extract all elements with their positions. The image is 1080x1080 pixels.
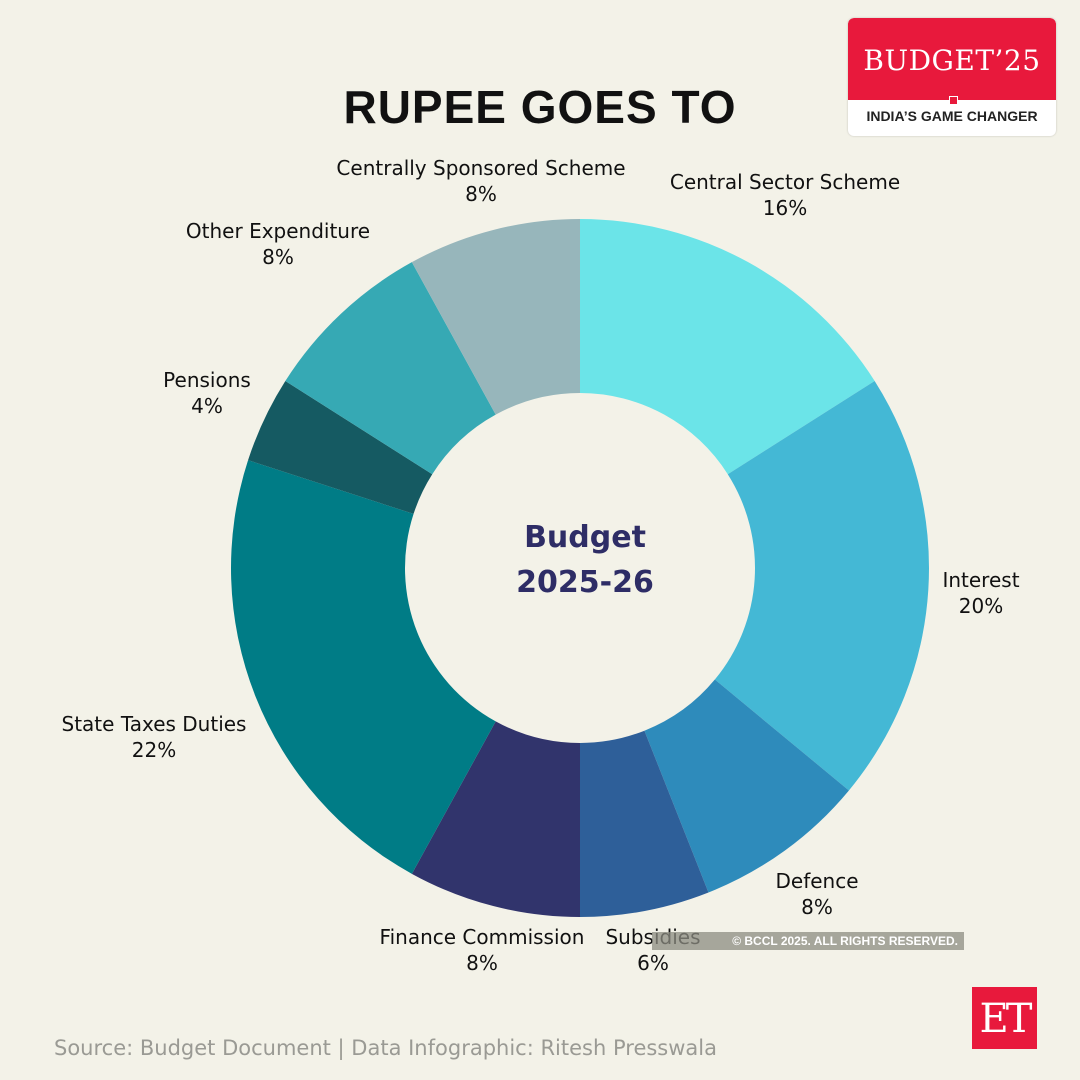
badge-dot-icon [949, 96, 958, 105]
slice-interest [714, 380, 929, 791]
center-label-line1: Budget [524, 520, 646, 555]
label-defence: Defence 8% [775, 869, 859, 919]
slice-other-expenditure [285, 262, 496, 475]
label-interest: Interest 20% [942, 568, 1020, 618]
slice-centrally-sponsored-scheme [411, 219, 580, 415]
source-credit: Source: Budget Document | Data Infograph… [54, 1036, 717, 1060]
label-pensions: Pensions 4% [163, 368, 251, 418]
badge-title: BUDGET’25 [848, 18, 1056, 100]
slice-state-taxes-duties [231, 460, 496, 874]
slice-defence [644, 679, 849, 893]
slice-pensions [248, 380, 433, 514]
label-central-sector-scheme: Central Sector Scheme 16% [669, 170, 901, 220]
badge-tagline: INDIA’S GAME CHANGER [866, 108, 1038, 124]
label-other-expenditure: Other Expenditure 8% [185, 219, 371, 269]
chart-title: RUPEE GOES TO [343, 81, 737, 133]
slice-finance-commission [411, 721, 580, 917]
slice-central-sector-scheme [580, 219, 875, 475]
center-label-line2: 2025-26 [516, 565, 654, 600]
label-finance-commission: Finance Commission 8% [379, 925, 585, 975]
copyright-notice: © BCCL 2025. ALL RIGHTS RESERVED. [652, 932, 964, 950]
et-logo: ET [972, 987, 1037, 1049]
label-state-taxes-duties: State Taxes Duties 22% [61, 712, 247, 762]
budget-25-badge: BUDGET’25 INDIA’S GAME CHANGER [848, 18, 1056, 136]
slice-subsidies [580, 730, 709, 917]
label-centrally-sponsored-scheme: Centrally Sponsored Scheme 8% [336, 156, 626, 206]
